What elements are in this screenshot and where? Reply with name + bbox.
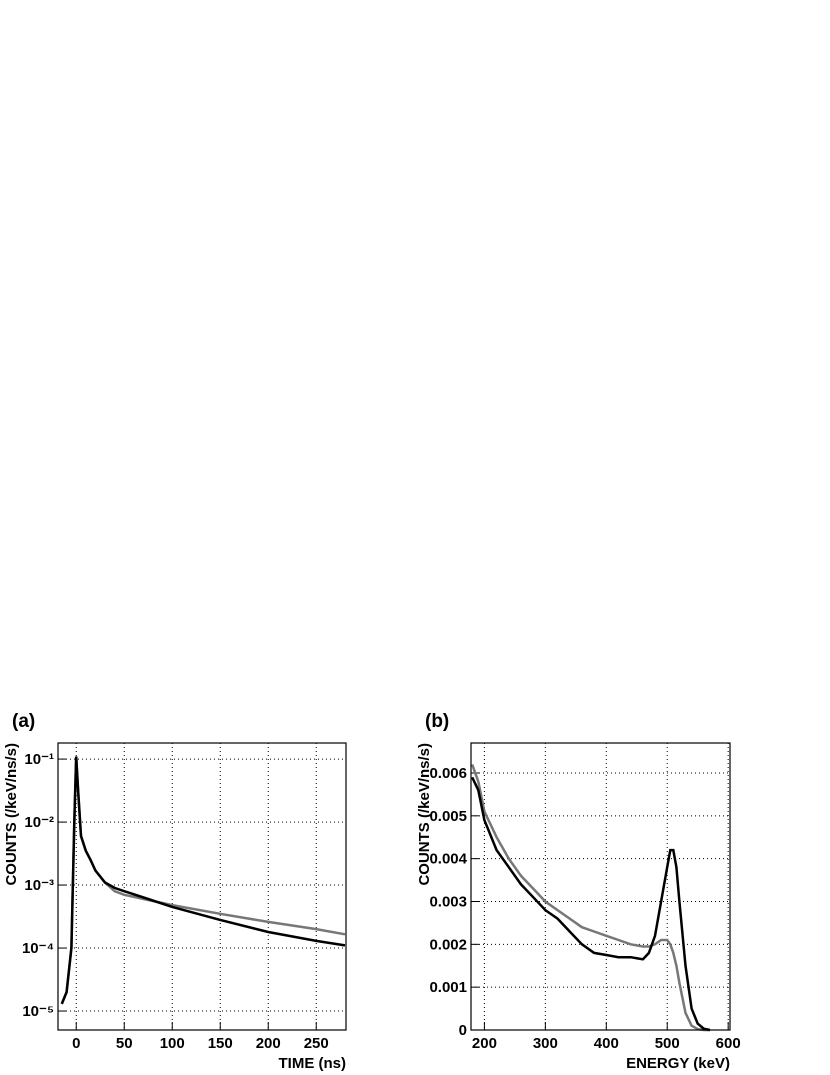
y-tick-label: 10⁻¹ xyxy=(24,751,54,768)
x-tick-label: 400 xyxy=(594,1035,619,1052)
x-tick-label: 100 xyxy=(160,1035,185,1052)
y-axis-label: COUNTS (/keV/ns/s) xyxy=(416,743,433,886)
x-axis-label: TIME (ns) xyxy=(279,1055,347,1072)
y-tick-label: 0 xyxy=(459,1022,467,1039)
panel-label: (a) xyxy=(12,711,35,732)
y-tick-label: 10⁻⁴ xyxy=(22,940,54,957)
x-tick-label: 0 xyxy=(72,1035,80,1052)
y-axis-label: COUNTS (/keV/ns/s) xyxy=(3,743,20,886)
y-tick-label: 0.003 xyxy=(429,893,467,910)
data-line xyxy=(60,756,346,1005)
x-tick-label: 300 xyxy=(533,1035,558,1052)
y-tick-label: 10⁻² xyxy=(24,814,54,831)
x-tick-label: 600 xyxy=(716,1035,741,1052)
y-tick-label: 0.005 xyxy=(429,808,467,825)
x-tick-label: 250 xyxy=(304,1035,329,1052)
x-tick-label: 200 xyxy=(256,1035,281,1052)
y-tick-label: 10⁻³ xyxy=(24,877,54,894)
x-axis-label: ENERGY (keV) xyxy=(626,1055,730,1072)
y-tick-label: 0.004 xyxy=(429,851,467,868)
y-tick-label: 0.002 xyxy=(429,936,467,953)
y-tick-label: 0.006 xyxy=(429,765,467,782)
data-line xyxy=(471,776,711,1032)
x-tick-label: 150 xyxy=(208,1035,233,1052)
x-tick-label: 200 xyxy=(472,1035,497,1052)
data-line xyxy=(471,763,710,1032)
plot-frame xyxy=(57,742,347,1031)
y-tick-label: 10⁻⁵ xyxy=(22,1003,54,1020)
x-tick-label: 500 xyxy=(655,1035,680,1052)
plot-frame xyxy=(470,742,731,1031)
y-tick-label: 0.001 xyxy=(429,979,467,996)
x-tick-label: 50 xyxy=(116,1035,133,1052)
panel-label: (b) xyxy=(425,711,449,732)
